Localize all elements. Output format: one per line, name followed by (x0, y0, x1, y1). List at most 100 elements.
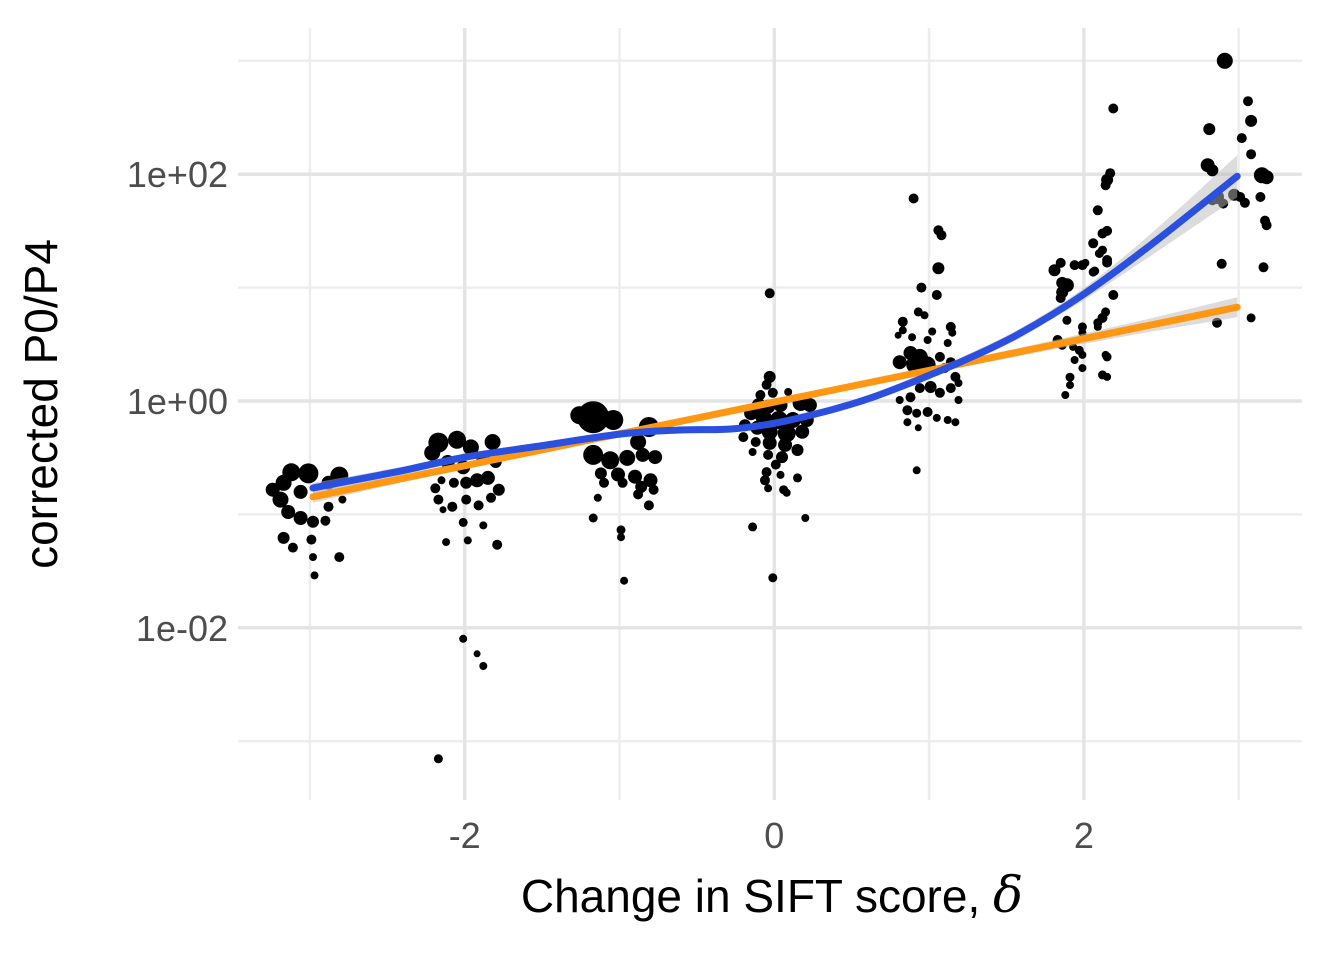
data-point (1100, 180, 1111, 191)
data-point (293, 484, 308, 499)
data-point (1246, 313, 1256, 323)
data-point (777, 424, 796, 443)
data-point (594, 467, 607, 480)
data-point (461, 494, 472, 505)
data-point (931, 290, 942, 300)
data-point (480, 470, 495, 485)
data-point (943, 339, 952, 347)
data-point (603, 410, 624, 430)
data-point (635, 447, 650, 462)
data-point (914, 383, 925, 394)
data-point (776, 470, 785, 479)
data-point (791, 444, 804, 456)
x-axis-title: Change in SIFT score, δ (521, 866, 1023, 924)
data-point (748, 448, 757, 456)
data-point (750, 437, 761, 447)
data-point (801, 514, 810, 522)
data-point (643, 473, 658, 488)
data-points (265, 52, 1274, 764)
data-point (894, 331, 902, 339)
fit-lines (309, 172, 1241, 501)
data-point (463, 536, 472, 545)
data-point (1243, 96, 1253, 107)
data-point (307, 515, 319, 528)
data-point (1048, 264, 1061, 277)
data-point (334, 552, 345, 563)
data-point (1078, 350, 1087, 359)
data-point (1102, 225, 1113, 236)
data-point (306, 534, 317, 545)
data-point (934, 387, 945, 398)
loess-fit-line (309, 172, 1241, 492)
data-point (923, 336, 932, 344)
data-point (320, 515, 331, 526)
data-point (948, 328, 957, 337)
x-axis-tick-labels: -2 0 2 (449, 815, 1094, 856)
y-tick-label: 1e-02 (136, 608, 228, 649)
data-point (795, 424, 810, 439)
x-axis-title-text: Change in SIFT score, (521, 870, 993, 922)
data-point (1203, 123, 1216, 136)
data-point (1066, 381, 1074, 390)
data-point (913, 307, 923, 317)
linear-fit-line (309, 303, 1241, 501)
data-point (619, 449, 636, 466)
data-point (458, 517, 468, 527)
data-point (768, 573, 778, 583)
y-axis-tick-labels: 1e+02 1e+00 1e-02 (127, 154, 228, 649)
data-point (908, 193, 919, 204)
data-point (932, 413, 941, 422)
data-point (778, 437, 793, 452)
data-point (1103, 372, 1112, 381)
data-point (1077, 260, 1088, 271)
data-point (272, 491, 289, 508)
x-axis-title-delta-symbol: δ (993, 866, 1023, 924)
gridlines-minor (238, 28, 1302, 800)
data-point (293, 511, 308, 525)
data-point (462, 439, 479, 456)
data-point (577, 401, 610, 434)
x-tick-label: 2 (1074, 815, 1094, 856)
data-point (898, 326, 907, 335)
data-point (784, 388, 793, 396)
data-point (892, 355, 907, 370)
data-point (761, 379, 772, 390)
data-point (943, 416, 952, 424)
data-point (951, 418, 960, 427)
data-point (484, 434, 501, 450)
data-point (492, 483, 505, 496)
data-point (916, 282, 927, 293)
data-point (599, 477, 609, 488)
data-point (338, 495, 347, 504)
x-tick-label: -2 (449, 815, 481, 856)
data-point (922, 407, 933, 417)
data-point (762, 435, 777, 450)
data-point (1062, 315, 1072, 325)
data-point (470, 473, 485, 488)
data-point (1093, 322, 1102, 331)
data-point (764, 484, 773, 493)
data-point (275, 474, 292, 491)
data-point (1245, 114, 1258, 127)
data-point (492, 539, 503, 550)
data-point (802, 398, 817, 413)
data-point (1108, 290, 1119, 300)
data-point (1061, 391, 1070, 399)
data-point (761, 467, 772, 478)
data-point (648, 484, 659, 495)
data-point (902, 405, 913, 416)
data-point (479, 521, 488, 530)
data-point (1261, 220, 1272, 231)
data-point (630, 434, 647, 450)
data-point (593, 493, 602, 502)
data-point (459, 634, 468, 643)
data-point (776, 451, 788, 464)
data-point (912, 408, 922, 418)
data-point (486, 492, 496, 503)
data-point (447, 501, 458, 512)
data-point (924, 381, 937, 393)
data-point (763, 449, 774, 460)
data-point (277, 531, 290, 544)
data-point (1088, 238, 1099, 249)
